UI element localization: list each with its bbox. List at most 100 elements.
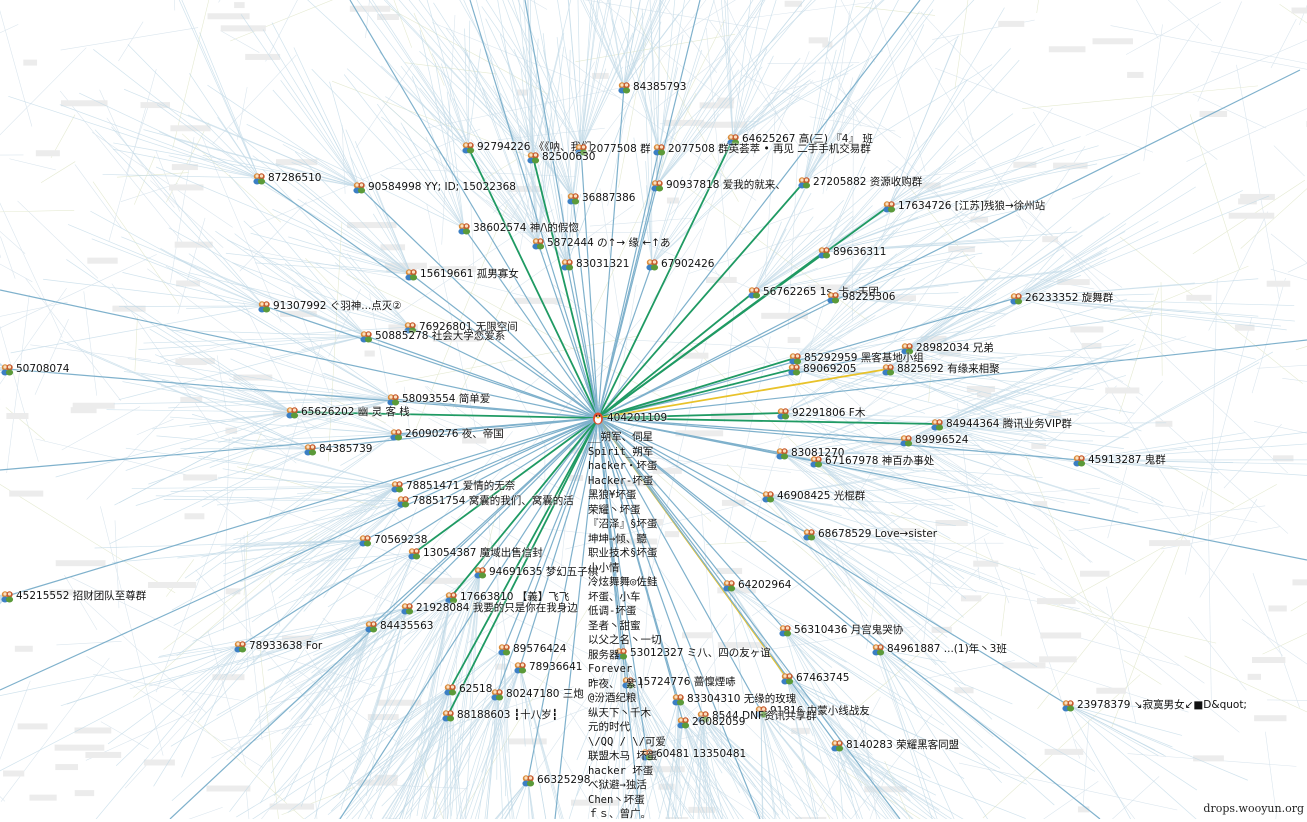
background-edge	[137, 807, 223, 819]
member-nickname: @汾酒纪粮	[588, 691, 666, 706]
qq-group-node[interactable]: 89996524	[899, 433, 968, 447]
group-member-edge	[878, 649, 1002, 783]
qq-group-icon	[787, 362, 801, 376]
qq-group-node[interactable]: 67902426	[645, 257, 714, 271]
member-nickname: __朔军、伺星	[588, 430, 666, 445]
background-edge	[0, 140, 1, 258]
qq-group-icon	[521, 773, 535, 787]
qq-group-node[interactable]: 78851471 爱情的无奈	[390, 479, 515, 493]
qq-group-node[interactable]: 26233352 旋舞群	[1009, 291, 1113, 305]
qq-group-node[interactable]: 89636311	[817, 245, 886, 259]
qq-group-node[interactable]: 78936641	[513, 660, 582, 674]
background-edge	[1004, 499, 1051, 581]
qq-group-icon	[443, 682, 457, 696]
qq-group-node[interactable]: 98225306	[826, 290, 895, 304]
qq-group-node[interactable]: 87286510	[252, 171, 321, 185]
background-label	[1292, 579, 1307, 585]
qq-group-icon	[490, 687, 504, 701]
center-qq-node[interactable]: 404201109	[591, 411, 667, 425]
qq-group-node[interactable]: 92291806 F木	[776, 406, 865, 420]
qq-group-label: 65626202 幽 灵 客 栈	[301, 406, 410, 418]
group-member-edge	[0, 596, 7, 684]
background-label	[667, 197, 679, 203]
qq-group-label: 5872444 の↑→ 缘 ←↑あ	[547, 237, 670, 249]
qq-group-node[interactable]: 78933638 For	[233, 639, 322, 653]
qq-group-node[interactable]: 67167978 神百办事处	[809, 454, 934, 468]
qq-group-node[interactable]: 91307992 ぐ羽神...点灭②	[257, 299, 402, 313]
qq-group-label: 13054387 魔域出售信封	[423, 547, 543, 559]
qq-group-node[interactable]: 89576424	[497, 642, 566, 656]
qq-group-node[interactable]: 89069205	[787, 362, 856, 376]
qq-group-node[interactable]: 8140283 荣耀黑客同盟	[830, 738, 959, 752]
group-member-edge	[270, 0, 468, 147]
background-edge	[0, 155, 23, 156]
group-member-edge	[342, 553, 414, 571]
group-member-edge	[761, 711, 832, 819]
member-nickname: 冷炫舞舞◎佐鲑	[588, 575, 666, 590]
background-label	[1040, 632, 1081, 638]
qq-group-node[interactable]: 84961887 ...(1)年丶3班	[871, 642, 1007, 656]
qq-group-node[interactable]: 67463745	[780, 671, 849, 685]
qq-group-node[interactable]: 66325298	[521, 773, 590, 787]
background-edge	[1211, 52, 1307, 89]
qq-group-node[interactable]: 36887386	[566, 191, 635, 205]
qq-group-node[interactable]: 82500630	[526, 150, 595, 164]
background-edge	[1086, 35, 1307, 135]
qq-group-node[interactable]: 26090276 夜、帝国	[389, 427, 504, 441]
qq-group-node[interactable]: 83031321	[560, 257, 629, 271]
qq-group-node[interactable]: 50708074	[0, 362, 69, 376]
background-edge	[1040, 567, 1204, 683]
qq-group-node[interactable]: 80247180 三炮	[490, 687, 584, 701]
qq-group-node[interactable]: 15619661 孤男寡女	[404, 267, 519, 281]
qq-group-node[interactable]: 26082059	[676, 715, 745, 729]
background-edge	[732, 551, 779, 580]
background-edge	[1257, 364, 1307, 369]
qq-group-node[interactable]: 2077508 群英荟萃 • 再见 二手手机交易群	[652, 142, 871, 156]
qq-group-node[interactable]: 84385739	[303, 442, 372, 456]
qq-group-node[interactable]: 84385793	[617, 80, 686, 94]
qq-group-node[interactable]: 84435563	[364, 619, 433, 633]
qq-group-node[interactable]: 21928084 我要的只是你在我身边	[400, 601, 578, 615]
qq-group-node[interactable]: 27205882 资源收购群	[797, 175, 922, 189]
background-label	[29, 795, 56, 801]
qq-group-label: 60481 13350481	[656, 748, 746, 760]
background-edge	[244, 432, 262, 473]
qq-group-node[interactable]: 84944364 腾讯业务VIP群	[930, 417, 1072, 431]
qq-group-icon	[775, 446, 789, 460]
qq-group-node[interactable]: 5872444 の↑→ 缘 ←↑あ	[531, 236, 670, 250]
qq-group-node[interactable]: 17634726 [江苏]残狼→徐州站	[882, 199, 1045, 213]
qq-group-node[interactable]: 68678529 Love→sister	[802, 527, 937, 541]
qq-group-node[interactable]: 56310436 月宫鬼哭协	[778, 623, 903, 637]
qq-group-icon	[802, 527, 816, 541]
qq-group-node[interactable]: 13054387 魔域出售信封	[407, 546, 543, 560]
member-nickname: Chen丶坏蛋	[588, 793, 666, 808]
qq-group-node[interactable]: 45215552 招财团队至尊群	[0, 589, 146, 603]
qq-group-node[interactable]: 50885278 社会大学恋爱系	[359, 329, 505, 343]
qq-group-node[interactable]: 90584998 YY; ID; 15022368	[352, 180, 516, 194]
qq-group-node[interactable]: 90937818 爱我的就来、	[650, 178, 786, 192]
qq-group-node[interactable]: 78851754 窝囊的我们、窝囊的活	[396, 494, 574, 508]
qq-group-node[interactable]: 8825692 有缘来相聚	[881, 362, 1000, 376]
qq-group-node[interactable]: 38602574 神/\的假惚	[457, 221, 579, 235]
qq-group-node[interactable]: 58093554 简单爱	[386, 392, 490, 406]
qq-group-node[interactable]: 70569238	[358, 533, 427, 547]
background-edge	[26, 278, 121, 400]
member-nickname: ｆｓ、曾广。	[588, 807, 666, 822]
background-label	[1155, 421, 1172, 427]
background-edge	[875, 2, 926, 171]
qq-group-label: 64202964	[738, 579, 791, 591]
qq-group-node[interactable]: 64202964	[722, 578, 791, 592]
center-to-group-edge	[598, 182, 804, 418]
qq-group-icon	[257, 299, 271, 313]
qq-group-node[interactable]: 88188603 ┇十八岁┇	[441, 708, 558, 722]
qq-group-node[interactable]: 23978379 ↘寂寞男女↙■D&quot;	[1061, 698, 1247, 712]
qq-group-node[interactable]: 46908425 光棍群	[761, 489, 865, 503]
background-edge	[1208, 524, 1211, 705]
qq-group-node[interactable]: 62518	[443, 682, 492, 696]
qq-group-node[interactable]: 45913287 鬼群	[1072, 453, 1166, 467]
qq-group-node[interactable]: 94691635 梦幻五子棋	[473, 565, 598, 579]
qq-penguin-icon	[591, 411, 605, 425]
qq-group-node[interactable]: 65626202 幽 灵 客 栈	[285, 405, 410, 419]
qq-group-icon	[881, 362, 895, 376]
group-member-edge	[114, 412, 292, 505]
